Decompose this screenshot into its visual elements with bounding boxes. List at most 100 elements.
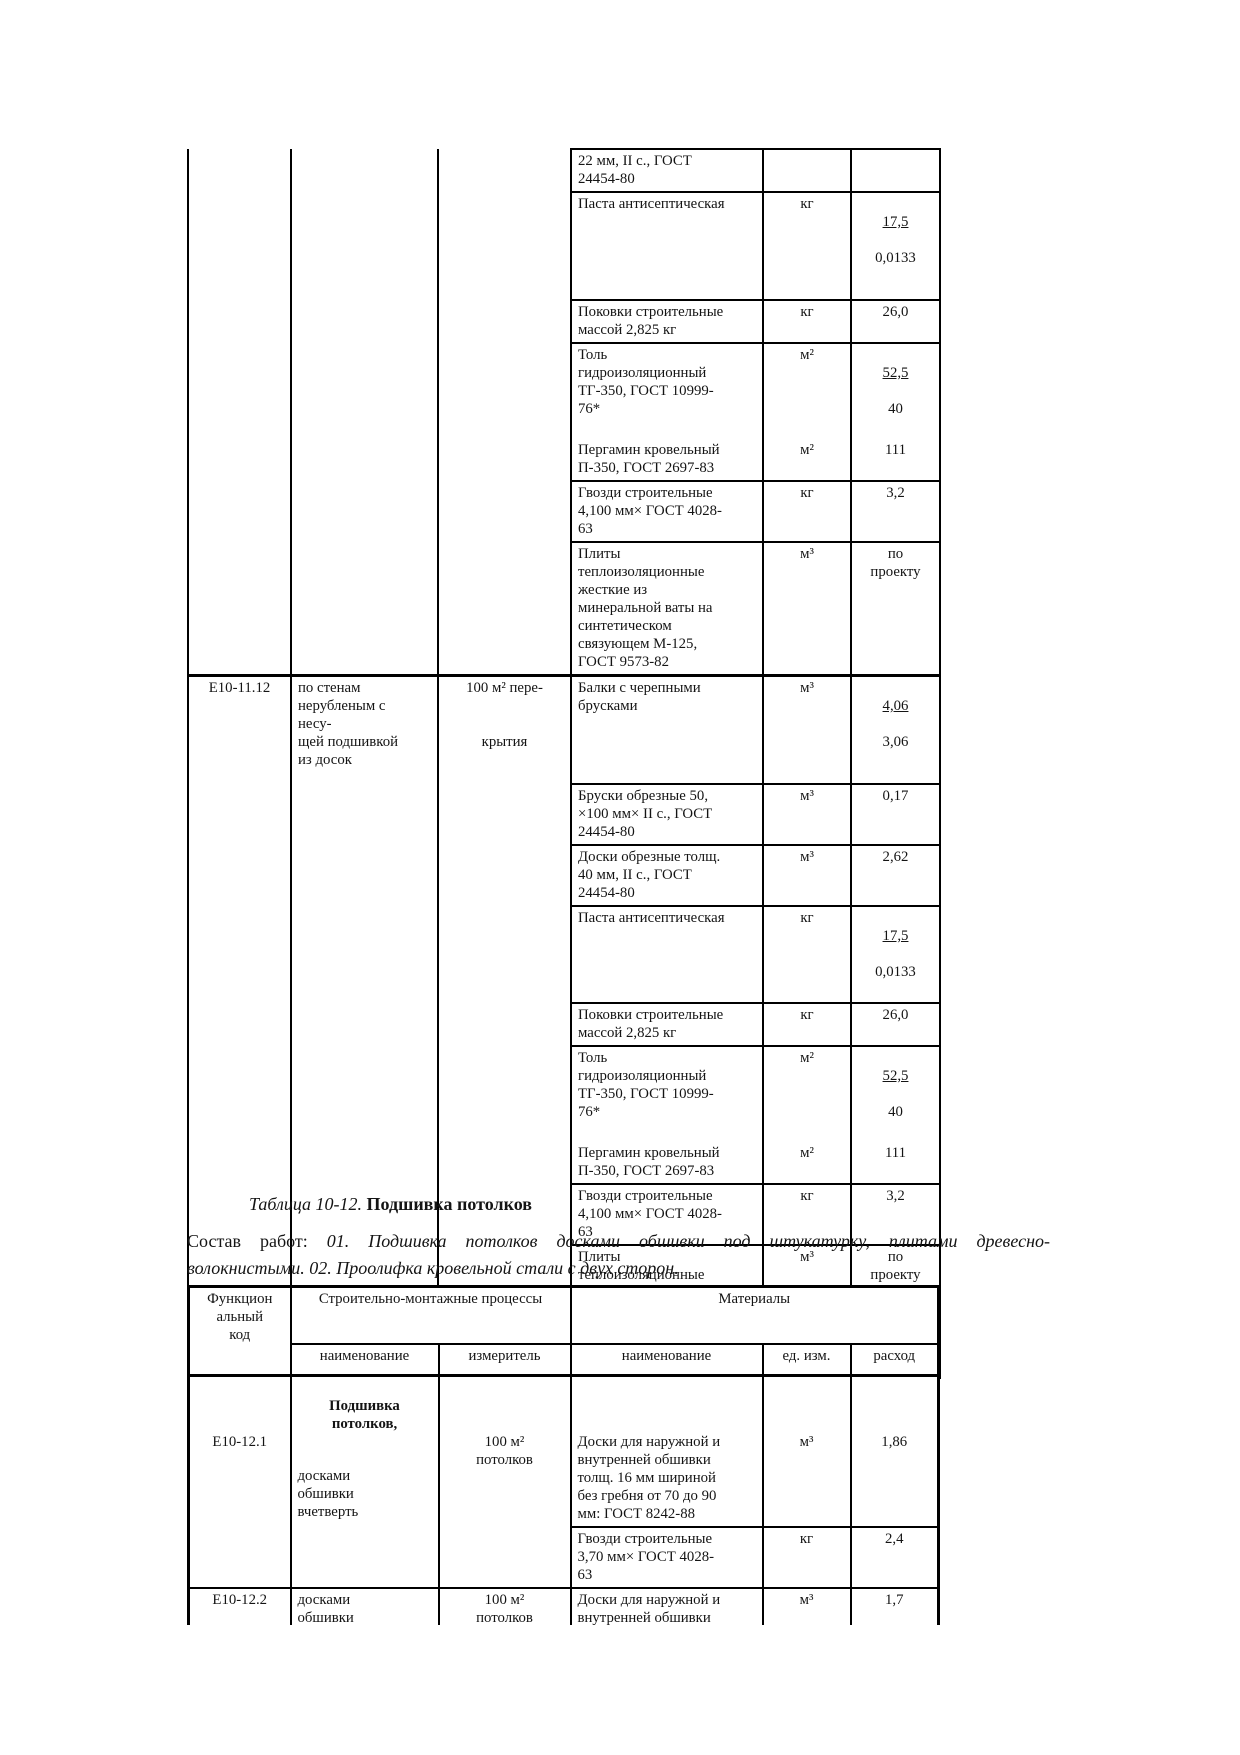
header-material-name: наименование [569, 1343, 764, 1377]
unit-cell: м³ [761, 1587, 852, 1625]
table-row: Плиты теплоизоляционные жесткие из минер… [188, 541, 941, 677]
process-name-cell [290, 149, 439, 677]
works-composition: Состав работ: 01. Подшивка потолков доск… [187, 1228, 1050, 1282]
unit-cell: м² [762, 342, 852, 439]
material-name-cell: Доски для наружной и внутренней обшивки [569, 1587, 764, 1625]
table-caption: Таблица 10-12. Подшивка потолков [187, 1192, 1112, 1216]
consumption-numerator: 17,5 [882, 214, 909, 230]
measurer-cell [437, 149, 572, 677]
consumption-cell: 0,17 [850, 783, 941, 846]
material-name-cell: Гвозди строительные 4,100 мм× ГОСТ 4028-… [570, 1183, 764, 1246]
material-name-cell: Толь гидроизоляционный ТГ-350, ГОСТ 1099… [570, 342, 764, 439]
material-name-cell: Доски обрезные толщ. 40 мм, II с., ГОСТ … [570, 844, 764, 907]
material-name-cell: Гвозди строительные 4,100 мм× ГОСТ 4028-… [570, 480, 764, 543]
material-name-cell: Пергамин кровельный П-350, ГОСТ 2697-83 [570, 1142, 764, 1185]
consumption-cell: 3,2 [850, 480, 941, 543]
material-name-cell: Поковки строительные массой 2,825 кг [570, 299, 764, 344]
unit-cell: кг [762, 299, 852, 344]
unit-cell: м² [762, 439, 852, 482]
material-name-cell: 22 мм, II с., ГОСТ 24454-80 [570, 148, 764, 193]
consumption-denominator: 3,06 [882, 734, 909, 750]
table-caption-number: Таблица 10-12. [249, 1194, 363, 1214]
consumption-denominator: 40 [888, 401, 903, 417]
consumption-cell: 26,0 [850, 299, 941, 344]
table-row: 22 мм, II с., ГОСТ 24454-80 [187, 148, 941, 677]
material-name-cell: Паста антисептическая [570, 191, 764, 301]
table-row: Толь гидроизоляционный ТГ-350, ГОСТ 1099… [188, 342, 941, 439]
process-name-text: досками обшивки вчетверть [297, 1468, 359, 1520]
table-row: Пергамин кровельный П-350, ГОСТ 2697-83 … [188, 439, 941, 482]
consumption-cell: 1,7 [849, 1587, 940, 1625]
functional-code-cell: Е10-12.1 [187, 1374, 292, 1589]
consumption-denominator: 0,0133 [875, 964, 916, 980]
material-name-cell: Плиты теплоизоляционные жесткие из минер… [570, 541, 764, 677]
table-row: Е10-11.12 по стенам нерубленым с несу- щ… [187, 674, 941, 1379]
table-row: Паста антисептическая кг 17,5 0,0133 [188, 905, 941, 1004]
consumption-cell: 4,06 3,06 [850, 674, 941, 785]
consumption-denominator: 0,0133 [875, 250, 916, 266]
header-measurer: измеритель [437, 1343, 572, 1377]
consumption-cell: 2,62 [850, 844, 941, 907]
table-row: Е10-12.1 Подшивка потолков, досками обши… [187, 1374, 940, 1589]
unit-cell: м² [762, 1142, 852, 1185]
functional-code-cell [187, 149, 292, 677]
consumption-cell: 3,2 [850, 1183, 941, 1246]
consumption-numerator: 52,5 [882, 1068, 909, 1084]
material-name-cell: Толь гидроизоляционный ТГ-350, ГОСТ 1099… [570, 1045, 764, 1142]
header-unit: ед. изм. [761, 1343, 852, 1377]
unit-cell: кг [762, 1183, 852, 1246]
consumption-cell: 26,0 [850, 1002, 941, 1047]
table-row: Толь гидроизоляционный ТГ-350, ГОСТ 1099… [188, 1045, 941, 1142]
table-row: Поковки строительные массой 2,825 кг кг … [188, 1002, 941, 1047]
unit-cell: кг [761, 1526, 852, 1589]
unit-cell: м³ [762, 783, 852, 846]
table-header-row: Функцион альный код Строительно-монтажны… [187, 1285, 940, 1377]
material-name-cell: Доски для наружной и внутренней обшивки … [569, 1374, 764, 1528]
material-name-cell: Балки с черепными брусками [570, 674, 764, 785]
table-row: Гвозди строительные 3,70 мм× ГОСТ 4028- … [189, 1526, 940, 1589]
works-line-2: волокнистыми. 02. Проолифка кровельной с… [187, 1258, 679, 1278]
table-row: Поковки строительные массой 2,825 кг кг … [188, 299, 941, 344]
table-podshivka-potolkov: Функцион альный код Строительно-монтажны… [187, 1285, 941, 1625]
consumption-numerator: 52,5 [882, 365, 909, 381]
unit-cell: м² [762, 1045, 852, 1142]
consumption-cell: 52,5 40 [850, 1045, 941, 1142]
material-name-cell: Гвозди строительные 3,70 мм× ГОСТ 4028- … [569, 1526, 764, 1589]
consumption-denominator: 40 [888, 1104, 903, 1120]
consumption-numerator: 4,06 [882, 698, 909, 714]
table-row: Пергамин кровельный П-350, ГОСТ 2697-83 … [188, 1142, 941, 1185]
table-header-row: наименование измеритель наименование ед.… [189, 1343, 940, 1377]
unit-cell: кг [762, 1002, 852, 1047]
consumption-cell [850, 148, 941, 193]
consumption-cell: 52,5 40 [850, 342, 941, 439]
consumption-cell: 1,86 [849, 1374, 940, 1528]
material-name-cell: Поковки строительные массой 2,825 кг [570, 1002, 764, 1047]
table-row: Гвозди строительные 4,100 мм× ГОСТ 4028-… [188, 480, 941, 543]
table-row: Е10-12.2 досками обшивки 100 м² потолков… [187, 1587, 940, 1625]
consumption-cell: 2,4 [849, 1526, 940, 1589]
unit-cell: м³ [762, 674, 852, 785]
functional-code-cell: Е10-11.12 [187, 674, 292, 1379]
table-row: Бруски обрезные 50, ×100 мм× II с., ГОСТ… [188, 783, 941, 846]
consumption-numerator: 17,5 [882, 928, 909, 944]
unit-cell: м³ [761, 1374, 852, 1528]
header-consumption: расход [849, 1343, 940, 1377]
works-prefix: Состав работ: [187, 1231, 308, 1251]
material-name-cell: Бруски обрезные 50, ×100 мм× II с., ГОСТ… [570, 783, 764, 846]
process-name-cell: досками обшивки [289, 1587, 440, 1625]
table-row: Гвозди строительные 4,100 мм× ГОСТ 4028-… [188, 1183, 941, 1246]
header-materials-group: Материалы [569, 1285, 940, 1345]
unit-cell: кг [762, 191, 852, 301]
table-row: Паста антисептическая кг 17,5 0,0133 [188, 191, 941, 301]
consumption-cell: по проекту [850, 541, 941, 677]
consumption-cell: 111 [850, 1142, 941, 1185]
measurer-cell: 100 м² потолков [437, 1374, 572, 1589]
consumption-cell: 111 [850, 439, 941, 482]
table-caption-title: Подшивка потолков [366, 1194, 533, 1214]
unit-cell [762, 148, 852, 193]
table-podshivka-potolkov-clip: Функцион альный код Строительно-монтажны… [187, 1285, 945, 1625]
unit-cell: кг [762, 905, 852, 1004]
unit-cell: м³ [762, 844, 852, 907]
works-line-1: Состав работ: 01. Подшивка потолков доск… [187, 1228, 1050, 1255]
